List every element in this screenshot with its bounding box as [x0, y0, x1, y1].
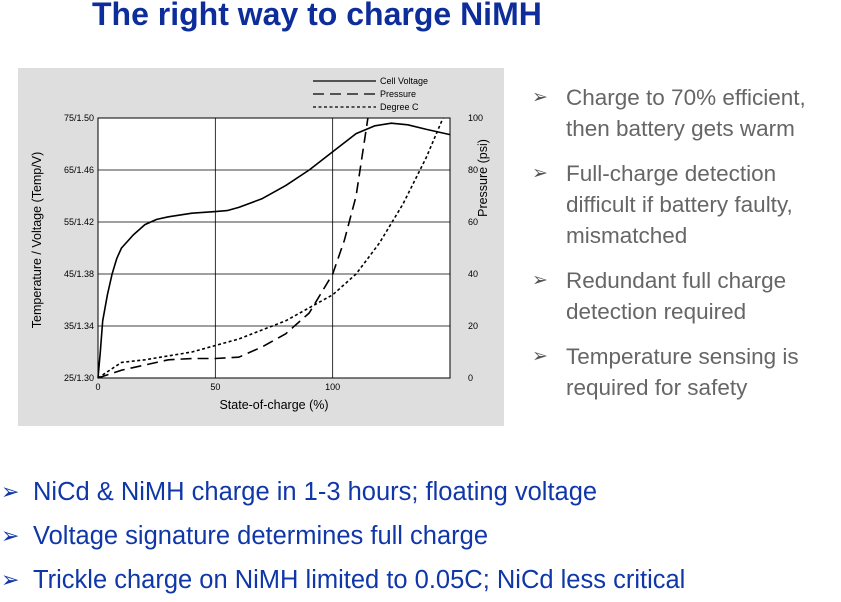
- y-axis-label-right: Pressure (psi): [476, 139, 490, 217]
- right-tick-label: 20: [468, 321, 478, 331]
- bottom-bullet-item: ➢ Voltage signature determines full charg…: [0, 514, 685, 558]
- right-bullet-item: ➢ Full-charge detection difficult if batt…: [530, 158, 835, 251]
- bottom-bullet-text: Trickle charge on NiMH limited to 0.05C;…: [33, 566, 686, 594]
- right-bullet-item: ➢ Charge to 70% efficient, then battery g…: [530, 82, 835, 144]
- right-bullet-item: ➢ Redundant full charge detection require…: [530, 265, 835, 327]
- left-tick-label: 65/1.46: [64, 165, 94, 175]
- x-tick-label: 50: [210, 382, 220, 392]
- right-tick-label: 80: [468, 165, 478, 175]
- y-axis-label-left: Temperature / Voltage (Temp/V): [30, 152, 44, 328]
- series-line-cell-voltage: [97, 122, 451, 379]
- bottom-bullet-list: ➢ NiCd & NiMH charge in 1-3 hours; floati…: [0, 470, 685, 602]
- x-tick-label: 100: [325, 382, 340, 392]
- right-bullet-list: ➢ Charge to 70% efficient, then battery g…: [530, 82, 835, 417]
- bottom-bullet-item: ➢ Trickle charge on NiMH limited to 0.05C…: [0, 558, 685, 602]
- left-tick-label: 55/1.42: [64, 217, 94, 227]
- left-tick-label: 75/1.50: [64, 113, 94, 123]
- right-tick-label: 100: [468, 113, 483, 123]
- bullet-arrow-icon: ➢: [1, 479, 20, 504]
- left-tick-label: 45/1.38: [64, 269, 94, 279]
- bullet-arrow-icon: ➢: [532, 346, 548, 367]
- charge-curve-chart: 25/1.30 35/1.34 45/1.38 55/1.42 65/1.46 75/1.…: [30, 76, 490, 412]
- right-tick-label: 40: [468, 269, 478, 279]
- bottom-bullet-item: ➢ NiCd & NiMH charge in 1-3 hours; floati…: [0, 470, 685, 514]
- right-bullet-item: ➢ Temperature sensing is required for saf…: [530, 341, 835, 403]
- plot-area: [98, 118, 450, 378]
- legend-label: Degree C: [380, 102, 419, 112]
- bullet-arrow-icon: ➢: [532, 270, 548, 291]
- legend-label: Cell Voltage: [380, 76, 428, 86]
- series-line-pressure: [97, 117, 369, 379]
- slide-title: The right way to charge NiMH: [92, 0, 542, 32]
- series-line-degree-c: [97, 117, 444, 379]
- right-bullet-text: Charge to 70% efficient, then battery ge…: [566, 85, 806, 141]
- chart-panel: 25/1.30 35/1.34 45/1.38 55/1.42 65/1.46 75/1.…: [18, 68, 504, 426]
- bullet-arrow-icon: ➢: [1, 567, 20, 592]
- right-bullet-text: Full-charge detection difficult if batte…: [566, 161, 793, 248]
- right-bullet-text: Redundant full charge detection required: [566, 268, 787, 324]
- bottom-bullet-text: NiCd & NiMH charge in 1-3 hours; floatin…: [33, 478, 598, 506]
- left-tick-label: 25/1.30: [64, 373, 94, 383]
- x-tick-label: 0: [95, 382, 100, 392]
- bullet-arrow-icon: ➢: [1, 523, 20, 548]
- right-tick-label: 0: [468, 373, 473, 383]
- right-bullet-text: Temperature sensing is required for safe…: [566, 344, 799, 400]
- left-tick-label: 35/1.34: [64, 321, 94, 331]
- bottom-bullet-text: Voltage signature determines full charge: [33, 522, 489, 550]
- legend-label: Pressure: [380, 89, 416, 99]
- bullet-arrow-icon: ➢: [532, 163, 548, 184]
- right-tick-label: 60: [468, 217, 478, 227]
- x-axis-label: State-of-charge (%): [219, 398, 328, 412]
- bullet-arrow-icon: ➢: [532, 87, 548, 108]
- plot-border: [97, 117, 451, 379]
